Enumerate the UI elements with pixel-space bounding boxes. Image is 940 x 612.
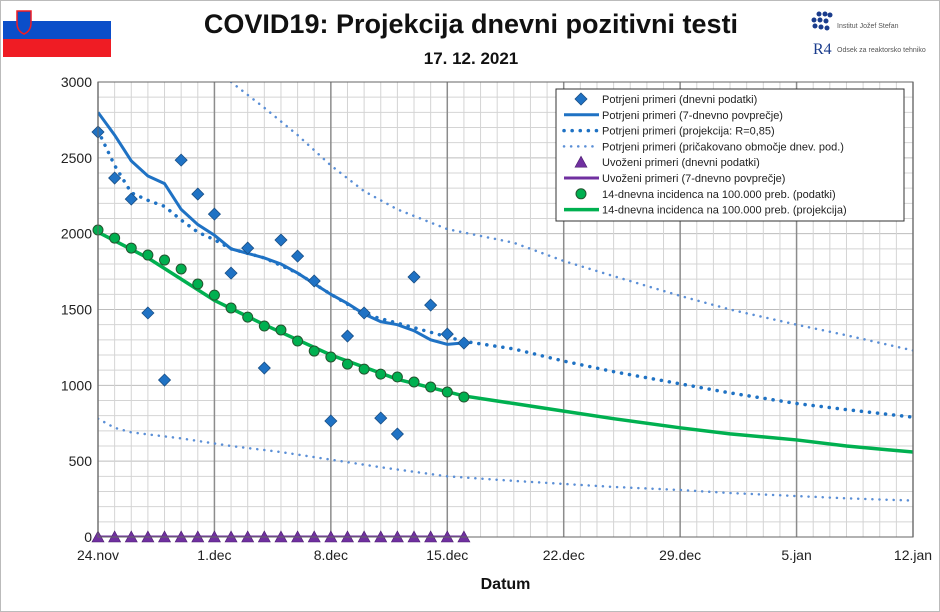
series-line-band-lower <box>98 417 913 502</box>
data-point-incidence <box>375 368 387 380</box>
data-point-incidence <box>408 376 420 388</box>
data-point-confirmed <box>274 233 288 247</box>
x-tick-label: 5.jan <box>781 547 811 563</box>
legend-marker-circle <box>575 188 587 200</box>
data-point-confirmed <box>424 298 438 312</box>
data-point-confirmed <box>457 336 471 350</box>
data-point-confirmed <box>440 327 454 341</box>
y-tick-label: 2500 <box>61 150 92 166</box>
data-point-confirmed <box>108 171 122 185</box>
data-point-incidence <box>208 289 220 301</box>
data-point-incidence <box>325 351 337 363</box>
data-point-confirmed <box>307 274 321 288</box>
y-tick-label: 500 <box>69 453 93 469</box>
legend-entry: Uvoženi primeri (dnevni podatki) <box>602 157 760 169</box>
data-point-incidence <box>391 371 403 383</box>
legend-entry: Potrjeni primeri (projekcija: R=0,85) <box>602 126 775 138</box>
legend-entry: Uvoženi primeri (7-dnevno povprečje) <box>602 173 785 185</box>
slovenia-flag-icon <box>3 3 111 57</box>
data-point-incidence <box>125 242 137 254</box>
institute-name: Institut Jožef Stefan <box>837 23 899 30</box>
data-point-incidence <box>159 254 171 266</box>
y-tick-label: 0 <box>84 529 92 545</box>
data-point-incidence <box>109 232 121 244</box>
chart-title: COVID19: Projekcija dnevni pozitivni tes… <box>203 9 739 39</box>
series-line-dotted <box>98 128 913 419</box>
x-axis-label: Datum <box>481 576 531 593</box>
data-point-incidence <box>175 263 187 275</box>
data-point-incidence <box>458 391 470 403</box>
ijs-dots-icon <box>811 11 833 31</box>
chart-date: 17. 12. 2021 <box>423 49 519 68</box>
legend-entry: 14-dnevna incidenca na 100.000 preb. (po… <box>602 189 836 201</box>
data-point-incidence <box>358 363 370 375</box>
legend-entry: Potrjeni primeri (dnevni podatki) <box>602 94 757 106</box>
data-point-confirmed <box>124 192 138 206</box>
data-point-confirmed <box>407 270 421 284</box>
data-point-confirmed <box>191 187 205 201</box>
x-tick-label: 24.nov <box>77 547 119 563</box>
data-point-confirmed <box>207 207 221 221</box>
data-point-confirmed <box>291 249 305 263</box>
data-point-incidence <box>341 358 353 370</box>
x-tick-label: 22.dec <box>543 547 585 563</box>
x-tick-label: 1.dec <box>197 547 231 563</box>
plot-border <box>97 81 914 538</box>
r4-mark: R4 <box>813 41 832 58</box>
y-tick-label: 1500 <box>61 302 92 318</box>
legend-entry: 14-dnevna incidenca na 100.000 preb. (pr… <box>602 205 847 217</box>
data-point-incidence <box>425 381 437 393</box>
data-point-incidence <box>308 345 320 357</box>
data-point-incidence <box>441 386 453 398</box>
data-point-confirmed <box>340 329 355 343</box>
y-tick-label: 2000 <box>61 226 92 242</box>
data-point-confirmed <box>324 414 338 428</box>
legend-entry: Potrjeni primeri (pričakovano območje dn… <box>602 141 844 153</box>
data-point-confirmed <box>224 266 238 280</box>
data-point-incidence <box>142 249 154 261</box>
x-tick-label: 15.dec <box>426 547 468 563</box>
data-point-confirmed <box>241 241 255 255</box>
legend-box <box>555 88 905 222</box>
data-point-incidence <box>192 278 204 290</box>
series-line-band-upper <box>229 82 913 352</box>
data-point-confirmed <box>141 306 155 320</box>
data-point-incidence <box>242 311 254 323</box>
data-point-incidence <box>225 302 237 314</box>
series-line-solid <box>98 111 465 346</box>
data-point-incidence <box>292 335 304 347</box>
series-line-solid-green <box>98 230 913 454</box>
data-point-confirmed <box>374 411 388 425</box>
legend-marker-diamond <box>574 92 588 106</box>
x-tick-label: 8.dec <box>314 547 348 563</box>
x-tick-label: 12.jan <box>894 547 932 563</box>
data-point-incidence <box>258 320 270 332</box>
ijs-logo: Institut Jožef Stefan R4 Odsek za reakto… <box>809 9 939 69</box>
x-tick-label: 29.dec <box>659 547 701 563</box>
data-point-confirmed <box>357 306 371 320</box>
data-point-confirmed <box>257 361 271 375</box>
legend-marker-triangle <box>574 155 588 168</box>
data-point-incidence <box>275 324 287 336</box>
y-tick-label: 3000 <box>61 74 92 90</box>
department-name: Odsek za reaktorsko tehniko <box>837 47 926 54</box>
legend-entry: Potrjeni primeri (7-dnevno povprečje) <box>602 110 783 122</box>
y-tick-label: 1000 <box>61 377 92 393</box>
data-point-confirmed <box>390 427 404 441</box>
data-point-confirmed <box>174 153 188 167</box>
data-point-confirmed <box>157 373 172 387</box>
